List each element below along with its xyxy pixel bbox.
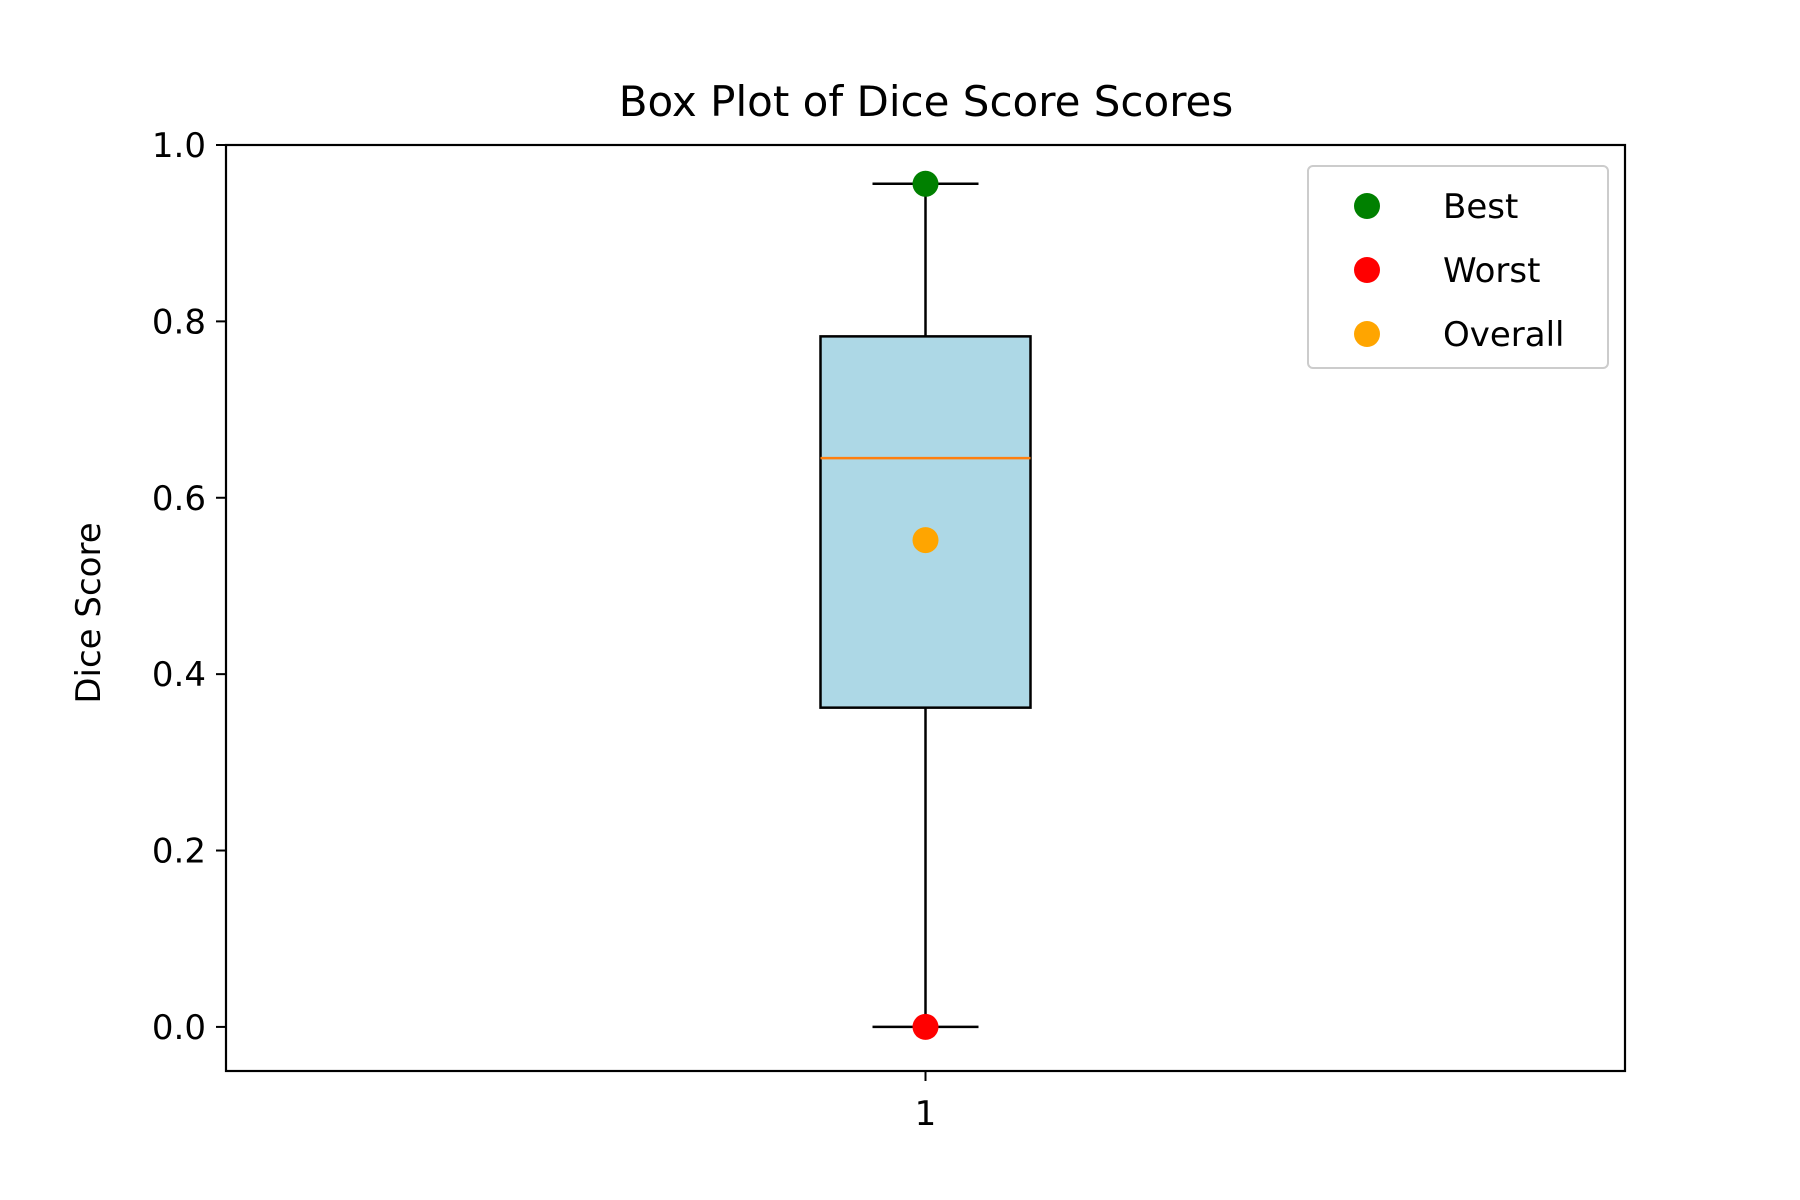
legend-marker-best (1354, 193, 1380, 219)
chart-title: Box Plot of Dice Score Scores (619, 77, 1234, 126)
plot-area: 0.0 0.2 0.4 0.6 0.8 1.0 1 Best Worst Overall (152, 126, 1627, 1134)
iqr-box (819, 335, 1032, 709)
point-overall (912, 527, 939, 554)
legend-label: Best (1443, 187, 1518, 227)
y-tick-label: 0.6 (152, 479, 206, 519)
y-tick-label: 1.0 (152, 126, 206, 166)
y-tick-label: 0.0 (152, 1008, 206, 1048)
legend-label: Overall (1443, 315, 1565, 355)
point-worst (912, 1013, 939, 1040)
legend-marker-overall (1354, 321, 1380, 347)
y-tick-label: 0.4 (152, 655, 206, 695)
legend-label: Worst (1443, 251, 1540, 291)
legend-marker-worst (1354, 257, 1380, 283)
y-tick-label: 0.8 (152, 302, 206, 342)
point-best (912, 170, 939, 197)
y-axis-label: Dice Score (69, 522, 109, 703)
legend-box (1307, 165, 1609, 369)
x-tick-label: 1 (915, 1094, 937, 1134)
y-tick-label: 0.2 (152, 832, 206, 872)
